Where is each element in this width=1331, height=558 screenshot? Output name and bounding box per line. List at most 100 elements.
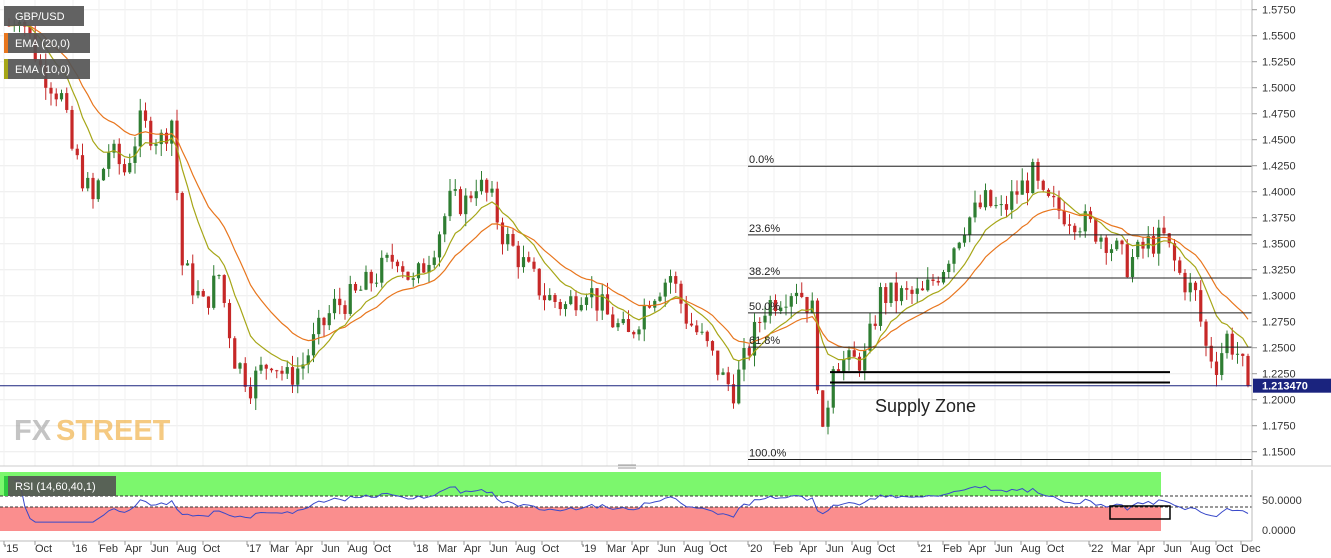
candle-body [432,257,436,265]
ema10-label[interactable]: EMA (10,0) [4,59,90,79]
candle-body [794,292,799,297]
price-tick: 1.5750 [1262,5,1296,17]
rsi-line [14,480,1249,523]
candle-body [138,110,142,147]
candle-body [222,275,226,303]
candle-body [86,177,90,189]
price-tick: 1.2250 [1262,369,1296,381]
candles-layer [7,11,1250,435]
candle-body [1172,243,1177,261]
candle-body [1062,210,1066,225]
candle-body [128,162,132,173]
candle-body [427,264,431,273]
price-tick: 1.4750 [1262,109,1296,121]
price-tick: 1.2000 [1262,395,1296,407]
candle-body [395,261,400,267]
candle-body [154,144,158,146]
candle-body [716,350,720,375]
candle-body [1209,345,1213,362]
time-tick: Jun [1164,543,1182,555]
candle-body [301,364,305,369]
candle-body [679,283,683,304]
ema20-name: EMA (20,0) [15,38,70,50]
rsi-label[interactable]: RSI (14,60,40,1) [4,476,116,496]
candle-body [469,195,473,199]
candle-body [779,307,783,312]
time-tick: '21 [918,543,932,555]
time-tick: Apr [632,543,649,555]
candle-body [1041,180,1045,190]
candle-body [443,216,447,235]
price-axis[interactable]: 1.5750 1.5500 1.5250 1.5000 1.4750 1.4500 1.42… [1252,5,1296,459]
candle-body [170,120,174,144]
candle-body [626,319,631,333]
candle-body [1115,240,1119,250]
time-tick: Oct [878,543,895,555]
candle-body [107,152,111,169]
rsi-name: RSI (14,60,40,1) [15,481,96,493]
candle-body [737,369,741,404]
candle-body [75,148,79,156]
time-tick: Apr [969,543,986,555]
time-tick: '17 [247,543,261,555]
candle-body [91,177,95,200]
candle-body [595,288,599,311]
candle-body [884,287,888,303]
candle-body [994,205,998,207]
candle-body [59,93,64,100]
candle-body [1230,333,1234,355]
price-tick: 1.4000 [1262,187,1296,199]
candle-body [1125,244,1129,278]
symbol-title: GBP/USD [15,11,65,23]
ema20-label[interactable]: EMA (20,0) [4,33,90,53]
candle-body [915,288,919,294]
candle-body [296,368,300,385]
candle-body [327,313,331,326]
candle-body [96,180,100,200]
price-tick: 1.4250 [1262,161,1296,173]
candle-body [80,155,85,189]
candle-body [416,263,421,279]
candle-body [269,368,274,371]
candle-body [1036,162,1040,181]
candle-body [1235,353,1240,355]
candle-body [653,300,657,308]
time-axis[interactable]: '15 Oct '16 Feb Apr Jun Aug Oct '17 Mar Apr Jun Aug O… [3,541,1261,555]
supply-zone: Supply Zone [830,371,1170,416]
candle-body [474,191,478,199]
candle-body [201,291,205,297]
candle-body [605,294,610,315]
candle-body [54,93,58,100]
time-tick: Oct [1047,543,1064,555]
candle-body [894,282,898,302]
candle-body [695,325,699,333]
time-tick: '16 [73,543,87,555]
pane-resize-handle[interactable] [618,464,636,469]
candle-body [353,284,358,291]
fib-label: 50.0% [749,301,780,313]
candle-body [364,271,368,290]
candle-body [338,298,342,306]
candle-body [1109,249,1114,253]
candle-body [689,323,694,326]
ema10-name: EMA (10,0) [15,64,70,76]
candle-body [752,322,757,356]
time-tick: '19 [582,543,596,555]
price-tick: 1.1500 [1262,447,1296,459]
candle-body [1178,260,1182,273]
candle-body [647,305,652,308]
candle-body [485,179,489,193]
symbol-label[interactable]: GBP/USD [4,6,84,26]
candle-body [978,202,982,208]
grid [0,0,1252,466]
time-tick: Jun [151,543,169,555]
price-tick: 1.2500 [1262,343,1296,355]
candle-body [773,300,778,312]
ema10-swatch [4,59,8,79]
candle-body [868,323,872,351]
candle-body [684,303,688,324]
candle-body [1146,236,1150,249]
ema-layer [8,24,1249,367]
candle-body [747,347,751,356]
